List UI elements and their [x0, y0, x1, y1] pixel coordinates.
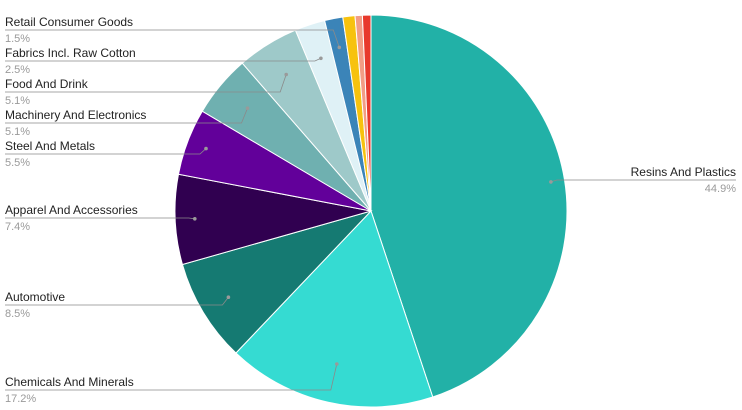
leader-dot	[284, 72, 289, 77]
slice-label-apparel-and-accessories: Apparel And Accessories 7.4%	[5, 203, 197, 233]
leader-line	[5, 296, 229, 306]
leader-dot	[226, 295, 231, 300]
leader-dot	[245, 106, 250, 110]
leader-dot	[319, 56, 323, 61]
slice-label-name: Chemicals And Minerals	[5, 375, 134, 389]
slice-label-retail-consumer-goods: Retail Consumer Goods 1.5%	[5, 15, 342, 50]
slice-label-percent: 5.5%	[5, 157, 30, 169]
slice-label-chemicals-and-minerals: Chemicals And Minerals 17.2%	[5, 362, 339, 405]
slice-label-name: Fabrics Incl. Raw Cotton	[5, 46, 136, 60]
pie-slice-unlabeled-11	[361, 14, 372, 212]
leader-line	[5, 148, 207, 155]
slice-label-machinery-and-electronics: Machinery And Electronics 5.1%	[5, 106, 250, 138]
leader-line	[5, 29, 340, 48]
leader-dot	[549, 180, 553, 184]
slice-label-percent: 5.1%	[5, 126, 30, 138]
slice-label-steel-and-metals: Steel And Metals 5.5%	[5, 139, 208, 169]
leader-line	[5, 57, 322, 62]
slice-label-percent: 17.2%	[5, 393, 36, 405]
pie-slice-chemicals-and-minerals	[235, 210, 434, 408]
slice-label-percent: 1.5%	[5, 33, 30, 45]
slice-label-name: Food And Drink	[5, 77, 89, 91]
slice-label-name: Resins And Plastics	[631, 165, 736, 179]
slice-label-automotive: Automotive 8.5%	[5, 290, 231, 320]
slice-label-food-and-drink: Food And Drink 5.1%	[5, 72, 289, 107]
slice-label-percent: 5.1%	[5, 95, 30, 107]
slice-label-percent: 2.5%	[5, 64, 30, 76]
leader-line	[5, 74, 287, 93]
leader-dot	[204, 146, 208, 151]
leader-dot	[193, 217, 197, 221]
slice-label-name: Machinery And Electronics	[5, 108, 146, 122]
slice-label-name: Automotive	[5, 290, 65, 304]
slice-label-resins-and-plastics: Resins And Plastics 44.9%	[549, 165, 736, 195]
leader-line	[5, 363, 338, 391]
slice-label-name: Apparel And Accessories	[5, 203, 138, 217]
pie-slice-automotive	[181, 210, 373, 354]
slice-label-name: Retail Consumer Goods	[5, 15, 133, 29]
leader-line	[5, 217, 195, 220]
leader-dot	[337, 45, 342, 50]
slice-label-fabrics-incl-raw-cotton: Fabrics Incl. Raw Cotton 2.5%	[5, 46, 323, 76]
slice-label-percent: 44.9%	[705, 183, 736, 195]
slice-label-percent: 8.5%	[5, 308, 30, 320]
leader-line	[5, 108, 248, 124]
slice-label-name: Steel And Metals	[5, 139, 95, 153]
leader-dot	[335, 362, 339, 366]
leader-line	[550, 179, 736, 183]
slice-label-percent: 7.4%	[5, 221, 30, 233]
